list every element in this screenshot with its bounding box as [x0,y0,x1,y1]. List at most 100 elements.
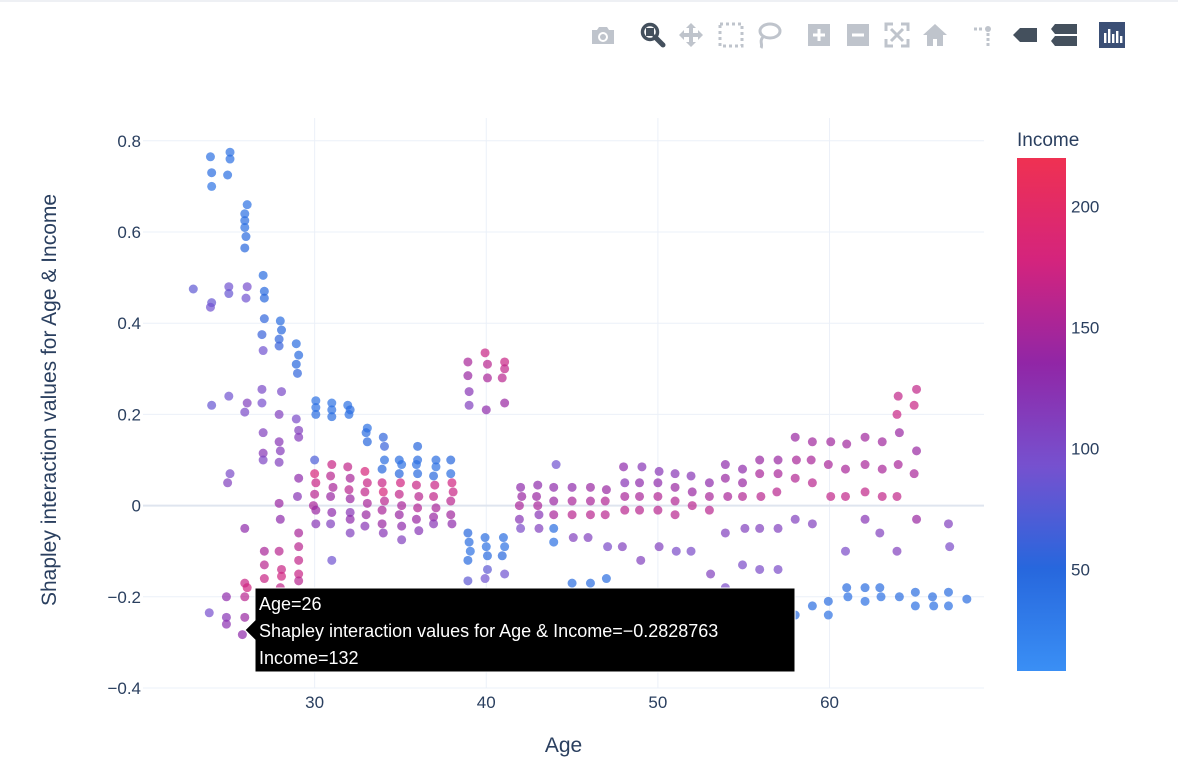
data-point[interactable] [294,542,304,552]
data-point[interactable] [671,546,681,556]
data-point[interactable] [343,462,353,472]
data-point[interactable] [274,498,284,508]
data-point[interactable] [912,514,922,524]
data-point[interactable] [706,569,716,579]
data-point[interactable] [549,537,559,547]
data-point[interactable] [327,405,337,415]
data-point[interactable] [756,491,766,501]
data-point[interactable] [826,491,836,501]
data-point[interactable] [242,200,252,210]
data-point[interactable] [344,409,354,419]
data-point[interactable] [464,387,474,397]
data-point[interactable] [429,471,439,481]
data-point[interactable] [394,469,404,479]
data-point[interactable] [790,514,800,524]
data-point[interactable] [204,608,214,618]
data-point[interactable] [205,302,215,312]
data-point[interactable] [225,147,235,157]
data-point[interactable] [912,384,922,394]
data-point[interactable] [772,487,782,497]
data-point[interactable] [259,293,269,303]
data-point[interactable] [463,371,473,381]
data-point[interactable] [755,523,765,533]
data-point[interactable] [807,478,817,488]
data-point[interactable] [534,523,544,533]
data-point[interactable] [446,496,456,506]
data-point[interactable] [637,462,647,472]
data-point[interactable] [294,473,304,483]
data-point[interactable] [943,601,953,611]
data-point[interactable] [291,414,301,424]
data-point[interactable] [240,407,250,417]
data-point[interactable] [240,222,250,232]
data-point[interactable] [274,546,284,556]
data-point[interactable] [241,293,251,303]
data-point[interactable] [431,462,441,472]
data-point[interactable] [687,501,697,511]
data-point[interactable] [603,542,613,552]
data-point[interactable] [686,471,696,481]
data-point[interactable] [311,478,321,488]
data-point[interactable] [532,491,542,501]
data-point[interactable] [892,546,902,556]
data-point[interactable] [326,519,336,529]
data-point[interactable] [500,398,510,408]
data-point[interactable] [205,152,215,162]
data-point[interactable] [653,478,663,488]
data-point[interactable] [275,514,285,524]
data-point[interactable] [240,523,250,533]
data-point[interactable] [221,592,231,602]
pan-icon[interactable] [675,19,707,51]
data-point[interactable] [274,334,284,344]
data-point[interactable] [549,510,559,520]
data-point[interactable] [379,441,389,451]
data-point[interactable] [740,523,750,533]
data-point[interactable] [463,555,473,565]
data-point[interactable] [379,496,389,506]
data-point[interactable] [894,428,904,438]
data-point[interactable] [361,510,371,520]
data-point[interactable] [362,437,372,447]
autoscale-icon[interactable] [881,19,913,51]
data-point[interactable] [446,455,456,465]
data-point[interactable] [294,528,304,538]
data-point[interactable] [446,510,456,520]
data-point[interactable] [224,289,234,299]
data-point[interactable] [430,480,440,490]
camera-icon[interactable] [587,19,619,51]
data-point[interactable] [482,373,492,383]
data-point[interactable] [654,542,664,552]
data-point[interactable] [567,482,577,492]
data-point[interactable] [823,460,833,470]
data-point[interactable] [549,496,559,506]
data-point[interactable] [414,491,424,501]
data-point[interactable] [910,587,920,597]
data-point[interactable] [414,526,424,536]
data-point[interactable] [549,523,559,533]
data-point[interactable] [397,501,407,511]
data-point[interactable] [241,232,251,242]
data-point[interactable] [653,505,663,515]
data-point[interactable] [670,496,680,506]
data-point[interactable] [237,630,247,640]
data-point[interactable] [258,428,268,438]
data-point[interactable] [670,510,680,520]
data-point[interactable] [242,583,252,593]
data-point[interactable] [533,480,543,490]
data-point[interactable] [311,396,321,406]
data-point[interactable] [429,519,439,529]
data-points[interactable] [188,147,972,640]
data-point[interactable] [600,496,610,506]
data-point[interactable] [738,478,748,488]
data-point[interactable] [257,330,267,340]
data-point[interactable] [360,521,370,531]
data-point[interactable] [738,560,748,570]
data-point[interactable] [240,209,250,219]
data-point[interactable] [909,469,919,479]
data-point[interactable] [738,464,748,474]
data-point[interactable] [411,514,421,524]
data-point[interactable] [533,501,543,511]
data-point[interactable] [274,437,284,447]
data-point[interactable] [377,505,387,515]
data-point[interactable] [327,412,337,422]
